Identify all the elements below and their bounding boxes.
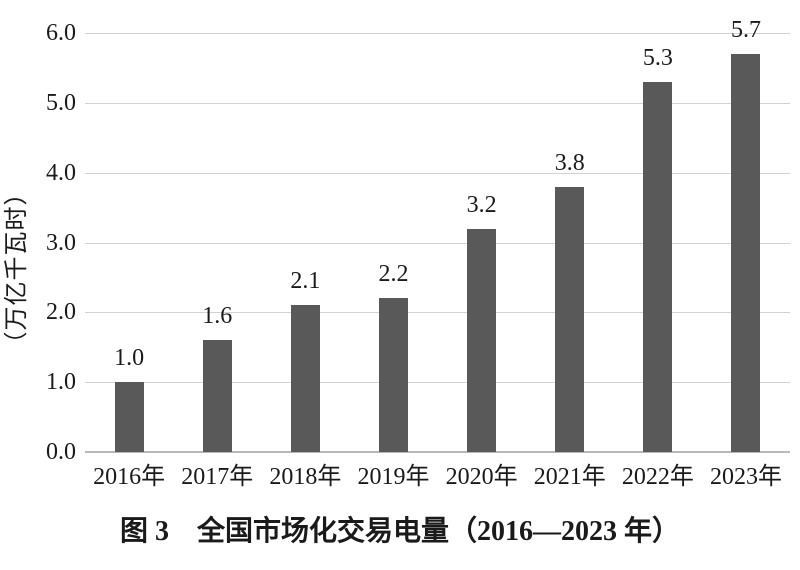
y-axis-tick-label: 3.0 bbox=[46, 229, 76, 256]
bar bbox=[467, 229, 497, 452]
gridline bbox=[85, 102, 790, 104]
x-axis-tick-label: 2019年 bbox=[357, 464, 430, 490]
bar bbox=[202, 340, 232, 452]
bar bbox=[378, 298, 408, 452]
y-axis-tick-label: 5.0 bbox=[46, 89, 76, 116]
bar bbox=[643, 82, 673, 452]
gridline bbox=[85, 33, 790, 34]
gridline bbox=[85, 242, 790, 244]
y-axis-tick-label: 2.0 bbox=[46, 299, 76, 326]
bar-value-label: 3.8 bbox=[554, 150, 585, 176]
bar-value-label: 2.2 bbox=[378, 261, 409, 287]
bar bbox=[731, 54, 761, 452]
bar-value-label: 5.3 bbox=[642, 45, 673, 71]
x-axis-tick-label: 2017年 bbox=[181, 464, 254, 490]
bar-value-label: 2.1 bbox=[290, 268, 321, 294]
x-axis-tick-label: 2020年 bbox=[445, 464, 518, 490]
gridline bbox=[85, 312, 790, 314]
y-axis-tick-label: 4.0 bbox=[46, 159, 76, 186]
bar-value-label: 1.6 bbox=[202, 303, 233, 329]
bar bbox=[290, 305, 320, 452]
x-axis-tick-label: 2016年 bbox=[93, 464, 166, 490]
gridline bbox=[85, 382, 790, 384]
y-axis-title: （万亿千瓦时） bbox=[4, 180, 30, 356]
x-axis-line bbox=[85, 451, 790, 453]
bar bbox=[114, 382, 144, 452]
y-axis-tick-label: 6.0 bbox=[46, 20, 76, 46]
y-axis-tick-label: 0.0 bbox=[46, 439, 76, 465]
x-axis-tick-label: 2021年 bbox=[533, 464, 606, 490]
bar-value-label: 5.7 bbox=[730, 17, 761, 43]
bar bbox=[555, 187, 585, 452]
gridline bbox=[85, 172, 790, 174]
y-axis-tick-label: 1.0 bbox=[46, 369, 76, 396]
x-axis-tick-label: 2018年 bbox=[269, 464, 342, 490]
chart-caption: 图 3 全国市场化交易电量（2016—2023 年） bbox=[119, 516, 680, 547]
bar-value-label: 3.2 bbox=[466, 192, 497, 218]
bar-value-label: 1.0 bbox=[114, 345, 145, 371]
x-axis-tick-label: 2022年 bbox=[621, 464, 694, 490]
x-axis-tick-label: 2023年 bbox=[709, 464, 782, 490]
